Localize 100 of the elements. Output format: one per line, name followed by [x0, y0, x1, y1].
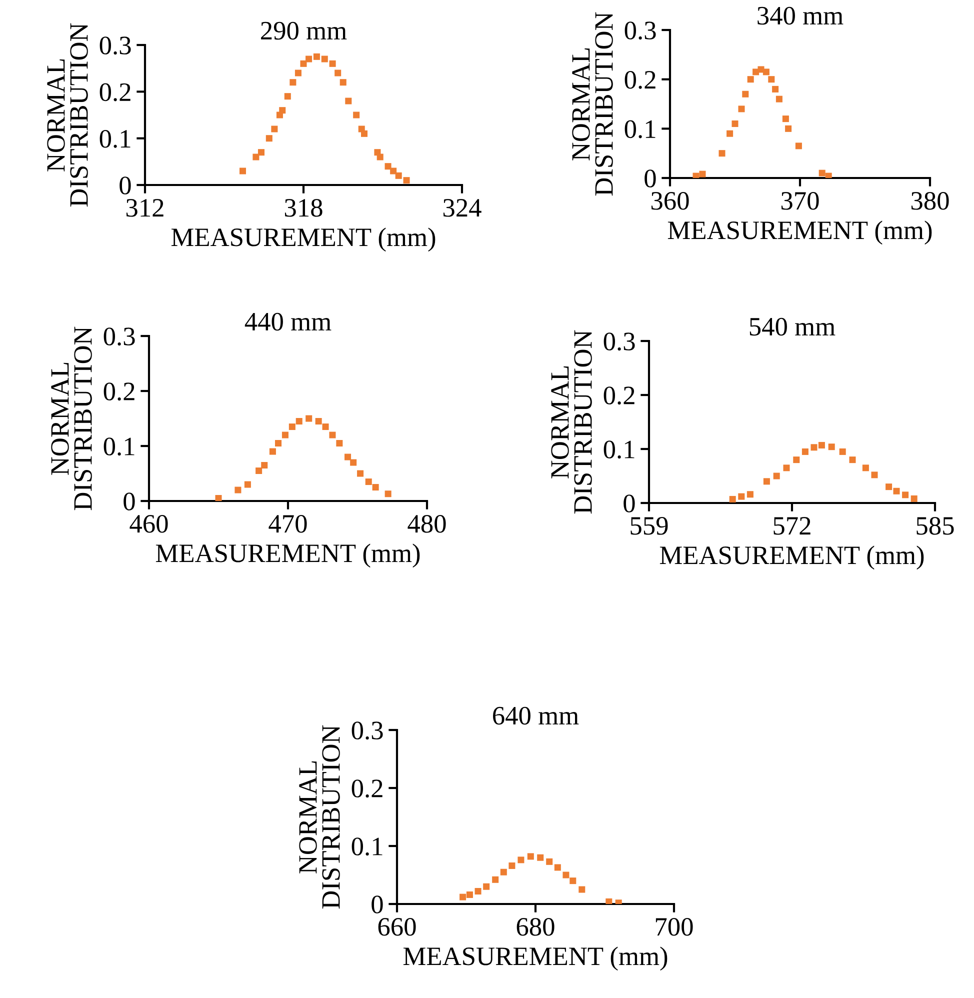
point [886, 484, 892, 490]
point [258, 149, 264, 156]
point [306, 415, 312, 422]
point [902, 492, 909, 498]
point [365, 478, 372, 486]
point [294, 70, 302, 76]
point [508, 862, 516, 869]
x-tick-label: 318 [284, 198, 322, 217]
point [793, 456, 800, 464]
x-tick-label: 380 [911, 192, 949, 210]
point [284, 93, 291, 100]
x-tick-label: 480 [408, 514, 446, 533]
point [244, 481, 251, 488]
x-tick-label: 585 [916, 516, 954, 535]
point [718, 150, 726, 157]
point [578, 886, 586, 893]
y-tick-label: 0.1 [104, 438, 134, 456]
point [802, 448, 808, 455]
point [768, 76, 775, 83]
y-tick-label: 0.1 [624, 120, 656, 138]
point [828, 444, 835, 450]
chart-title: 540 mm [750, 318, 836, 336]
y-tick-label: 0.3 [624, 22, 656, 40]
x-tick-label: 559 [630, 517, 668, 535]
point [562, 872, 570, 878]
point [862, 464, 869, 472]
point [215, 494, 222, 501]
point [336, 440, 343, 447]
point [261, 462, 268, 469]
chart-title: 440 mm [244, 312, 332, 331]
x-axis-title: MEASUREMENT (mm) [403, 946, 668, 971]
y-tick-label: 0.2 [100, 83, 130, 102]
point [762, 68, 770, 76]
point [279, 107, 286, 114]
point [546, 858, 553, 865]
point [350, 459, 357, 466]
point [783, 464, 790, 472]
point [290, 79, 296, 86]
chart-title: 340 mm [758, 6, 844, 25]
point [252, 154, 260, 160]
point [726, 130, 734, 137]
y-tick-label: 0.1 [100, 130, 130, 148]
y-tick-label: 0.1 [352, 838, 382, 856]
point [395, 172, 402, 179]
point [742, 90, 749, 98]
y-tick-label: 0.3 [100, 36, 131, 55]
y-tick-label: 0.3 [104, 328, 135, 346]
y-tick-label: 0 [624, 494, 635, 512]
point [353, 112, 360, 118]
point [271, 126, 278, 132]
point [849, 456, 856, 464]
point [256, 467, 262, 474]
point [344, 454, 352, 460]
point [818, 442, 825, 448]
point [403, 177, 410, 184]
point [313, 53, 320, 60]
point [322, 423, 329, 430]
point [746, 491, 754, 498]
point [606, 898, 612, 904]
point [692, 172, 700, 178]
point [239, 168, 246, 174]
point [554, 864, 561, 871]
point [738, 106, 745, 112]
point [376, 154, 384, 160]
point [810, 444, 818, 451]
point [345, 98, 352, 104]
point [910, 495, 918, 502]
x-tick-label: 700 [656, 918, 693, 936]
point [384, 490, 392, 498]
point [500, 868, 507, 876]
point [871, 472, 878, 478]
point [321, 56, 328, 62]
point [282, 432, 288, 438]
y-axis-title: NORMAL DISTRIBUTION [51, 326, 92, 510]
x-tick-label: 324 [443, 199, 482, 217]
point [537, 854, 544, 861]
x-tick-label: 370 [781, 192, 819, 210]
point [818, 170, 826, 176]
x-axis-title: MEASUREMENT (mm) [668, 220, 932, 245]
point [782, 116, 789, 122]
point [269, 448, 276, 455]
y-tick-label: 0.2 [604, 386, 634, 405]
point [570, 878, 576, 884]
y-axis-title: NORMAL DISTRIBUTION [551, 330, 592, 514]
point [466, 891, 473, 898]
chart-title: 640 mm [493, 706, 579, 725]
point [329, 432, 336, 438]
point [773, 472, 780, 480]
point [527, 853, 534, 860]
y-tick-label: 0.2 [624, 70, 656, 89]
y-axis-title: NORMAL DISTRIBUTION [299, 725, 340, 909]
point [390, 168, 397, 174]
point [772, 86, 779, 92]
y-tick-label: 0.3 [352, 722, 383, 740]
x-tick-label: 470 [268, 514, 307, 533]
y-tick-label: 0 [120, 176, 131, 194]
point [266, 135, 272, 142]
point [357, 470, 364, 477]
point [839, 448, 846, 455]
x-tick-label: 572 [774, 517, 810, 535]
